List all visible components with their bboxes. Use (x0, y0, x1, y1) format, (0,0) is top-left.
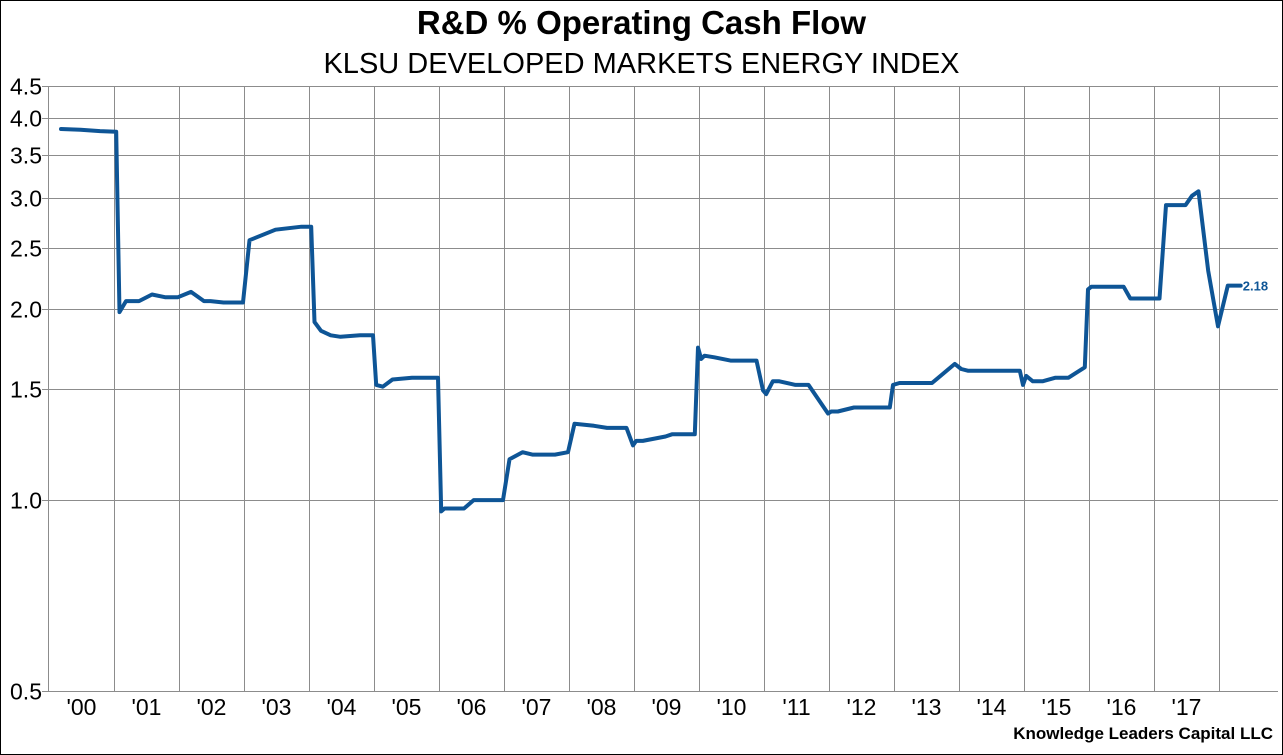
x-tick-label: '05 (392, 694, 422, 720)
x-tick-label: '07 (522, 694, 552, 720)
x-tick-label: '13 (912, 694, 942, 720)
last-value-label: 2.18 (1243, 279, 1268, 294)
y-tick-label: 1.0 (10, 488, 42, 514)
chart-title: R&D % Operating Cash Flow (416, 4, 867, 41)
x-tick-label: '15 (1042, 694, 1072, 720)
x-tick-label: '10 (717, 694, 747, 720)
y-tick-label: 2.5 (10, 236, 42, 262)
x-tick-label: '08 (587, 694, 617, 720)
source-credit: Knowledge Leaders Capital LLC (1013, 724, 1273, 743)
grid (42, 86, 1278, 692)
x-tick-label: '12 (847, 694, 877, 720)
x-tick-label: '01 (132, 694, 162, 720)
y-tick-label: 4.5 (10, 74, 42, 100)
x-tick-label: '17 (1172, 694, 1202, 720)
x-tick-label: '16 (1107, 694, 1137, 720)
y-tick-label: 2.0 (10, 297, 42, 323)
x-tick-label: '02 (197, 694, 227, 720)
y-tick-label: 3.5 (10, 143, 42, 169)
x-tick-label: '11 (782, 694, 810, 720)
x-tick-label: '00 (67, 694, 97, 720)
x-tick-label: '03 (262, 694, 292, 720)
x-tick-label: '09 (652, 694, 682, 720)
x-tick-label: '04 (327, 694, 357, 720)
x-tick-label: '14 (977, 694, 1007, 720)
series-layer: 2.18 (59, 127, 1268, 514)
y-tick-label: 4.0 (10, 106, 42, 132)
x-axis-ticks: '00 '01 '02 '03 '04 '05 '06 '07 '08 '09 '10 '11 '12 '… (67, 694, 1202, 720)
y-tick-label: 3.0 (10, 186, 42, 212)
y-tick-label: 1.5 (10, 377, 42, 403)
y-axis-ticks: 0.5 1.0 1.5 2.0 2.5 3.0 3.5 4.0 4.5 (10, 74, 42, 705)
series-line (59, 127, 1243, 514)
x-tick-label: '06 (457, 694, 487, 720)
chart-subtitle: KLSU DEVELOPED MARKETS ENERGY INDEX (323, 48, 960, 80)
y-tick-label: 0.5 (10, 679, 42, 705)
